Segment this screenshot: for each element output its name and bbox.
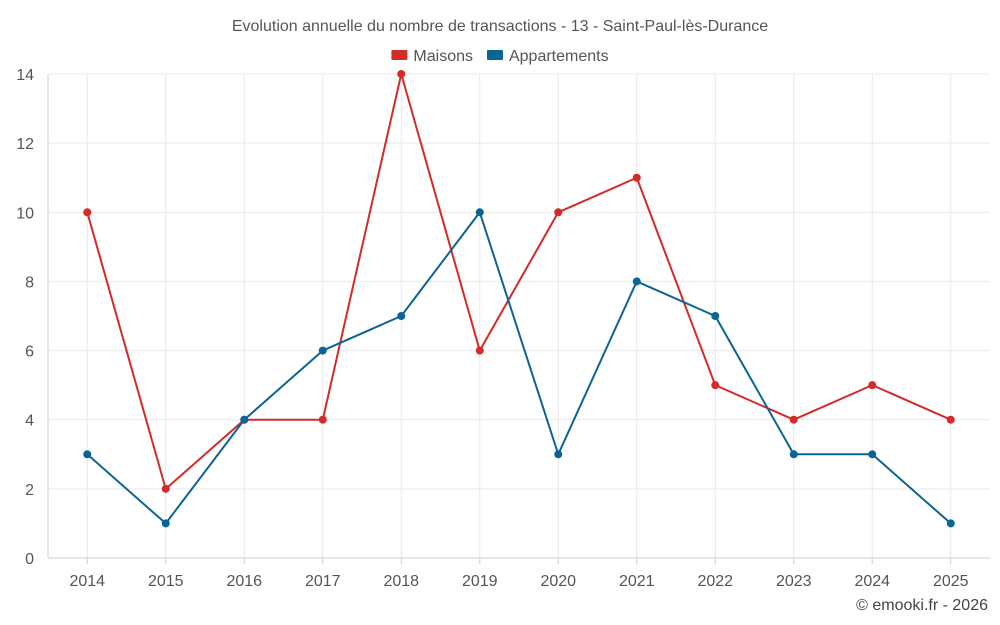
x-tick-label: 2016 [226, 573, 262, 590]
y-tick-label: 6 [25, 344, 34, 361]
data-point[interactable] [397, 312, 406, 320]
data-point[interactable] [946, 415, 955, 424]
y-tick-label: 12 [16, 136, 34, 153]
x-tick-label: 2020 [540, 573, 576, 590]
y-tick-label: 10 [16, 205, 34, 222]
data-point[interactable] [554, 450, 563, 459]
legend-item-maisons[interactable]: Maisons [391, 48, 473, 65]
legend-label: Maisons [413, 48, 473, 65]
data-point[interactable] [868, 450, 877, 459]
chart-title: Evolution annuelle du nombre de transact… [232, 18, 768, 35]
data-point[interactable] [632, 173, 641, 182]
data-point[interactable] [161, 484, 170, 493]
y-tick-label: 8 [25, 274, 34, 291]
legend-label: Appartements [509, 48, 609, 65]
legend-swatch [486, 50, 503, 60]
data-point[interactable] [83, 450, 92, 459]
x-tick-label: 2024 [854, 573, 890, 590]
x-tick-label: 2015 [148, 573, 184, 590]
data-point[interactable] [475, 208, 484, 217]
x-tick-label: 2022 [697, 573, 733, 590]
x-tick-label: 2017 [305, 573, 341, 590]
y-tick-label: 4 [25, 413, 34, 430]
data-point[interactable] [318, 346, 327, 355]
x-tick-label: 2014 [69, 573, 105, 590]
x-tick-label: 2019 [462, 573, 498, 590]
data-point[interactable] [475, 346, 484, 355]
data-point[interactable] [240, 415, 249, 424]
data-point[interactable] [868, 381, 877, 390]
data-point[interactable] [318, 415, 327, 424]
legend: Maisons Appartements [391, 48, 609, 65]
legend-item-appartements[interactable]: Appartements [486, 48, 609, 65]
x-tick-label: 2018 [383, 573, 419, 590]
x-tick-label: 2021 [619, 573, 655, 590]
y-tick-label: 0 [25, 551, 34, 568]
data-point[interactable] [711, 312, 720, 320]
data-point[interactable] [397, 70, 406, 78]
y-tick-label: 2 [25, 482, 34, 499]
grid [48, 73, 990, 558]
y-tick-label: 14 [16, 67, 34, 84]
data-point[interactable] [946, 519, 955, 528]
series-layer [83, 70, 955, 528]
data-point[interactable] [83, 208, 92, 217]
data-point[interactable] [161, 519, 170, 528]
x-tick-label: 2023 [776, 573, 812, 590]
data-point[interactable] [789, 415, 798, 424]
data-point[interactable] [554, 208, 563, 217]
series-line [86, 73, 952, 490]
series-appartements [83, 208, 955, 528]
legend-swatch [391, 50, 408, 60]
x-tick-label: 2025 [933, 573, 969, 590]
data-point[interactable] [632, 277, 641, 286]
series-line [86, 211, 952, 525]
copyright-credit: © emooki.fr - 2026 [856, 597, 988, 614]
axes: 0 2 4 6 8 10 12 14 2014 2015 2016 2017 2018 2019 2020 2… [16, 67, 990, 590]
data-point[interactable] [789, 450, 798, 459]
data-point[interactable] [711, 381, 720, 390]
